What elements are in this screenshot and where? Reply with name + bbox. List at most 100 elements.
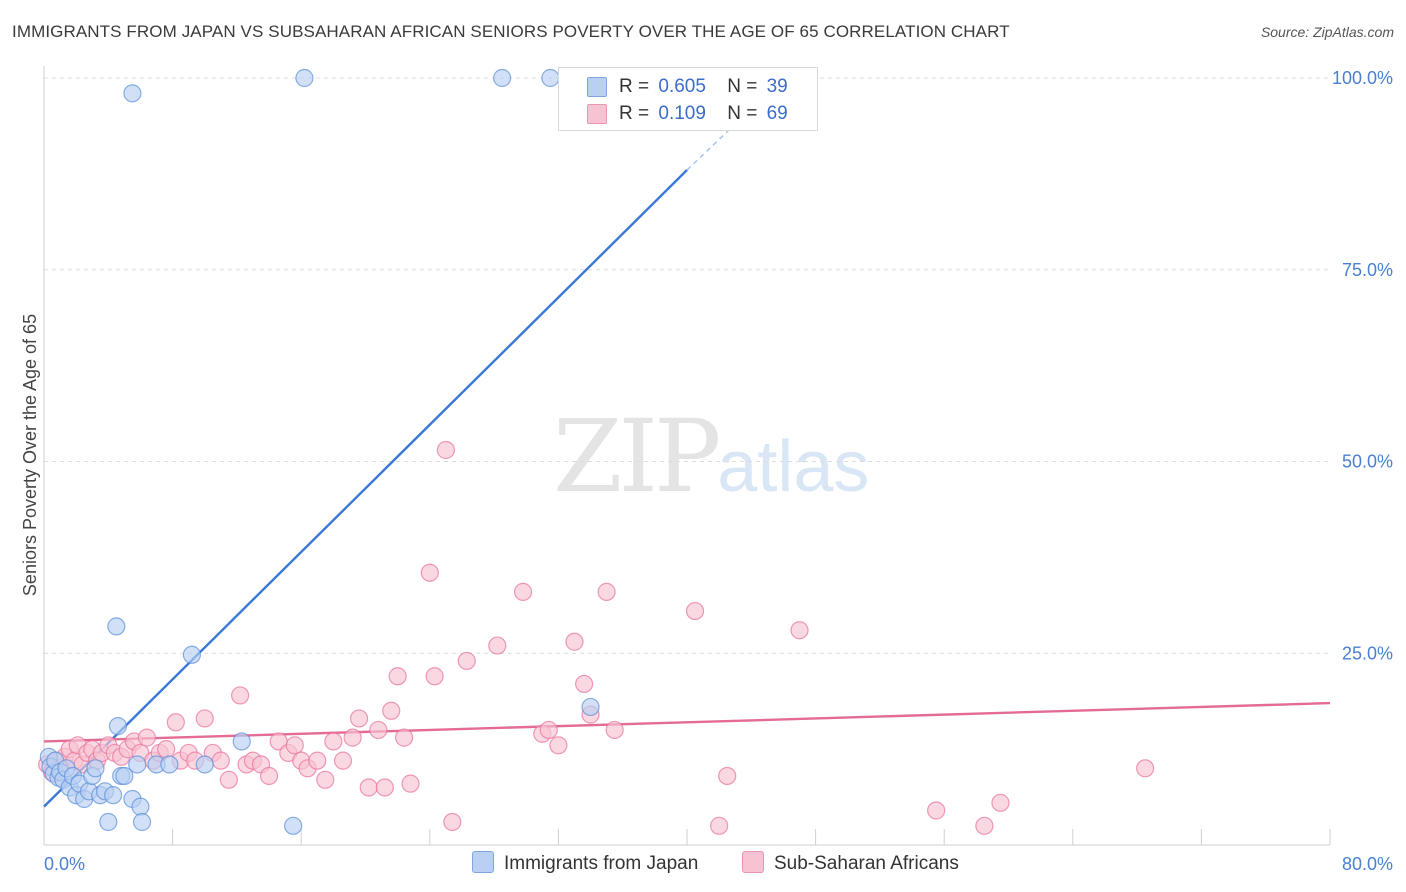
y-tick-label: 50.0% bbox=[1342, 452, 1393, 472]
point-sub-saharan bbox=[137, 728, 156, 747]
legend-r-value: 0.605 bbox=[658, 76, 706, 97]
point-japan bbox=[107, 617, 126, 636]
point-japan bbox=[581, 697, 600, 717]
watermark: ZIPatlas bbox=[553, 398, 869, 515]
point-japan bbox=[284, 816, 303, 835]
point-sub-saharan bbox=[259, 766, 279, 786]
point-japan bbox=[108, 717, 128, 736]
point-sub-saharan bbox=[539, 720, 558, 740]
legend-swatch-japan bbox=[587, 77, 607, 97]
point-sub-saharan bbox=[382, 701, 401, 720]
point-sub-saharan bbox=[575, 674, 594, 694]
point-japan bbox=[493, 68, 512, 88]
point-japan bbox=[128, 755, 147, 774]
legend-n-value: 69 bbox=[766, 103, 788, 124]
bottom-legend-swatch-japan bbox=[472, 851, 494, 873]
point-sub-saharan bbox=[343, 728, 362, 747]
chart-title: IMMIGRANTS FROM JAPAN VS SUBSAHARAN AFRI… bbox=[12, 22, 1010, 41]
point-sub-saharan bbox=[597, 582, 616, 601]
point-japan bbox=[232, 732, 251, 751]
data-points bbox=[38, 68, 1155, 835]
legend-r-label: R = bbox=[619, 103, 650, 124]
legend-n-value: 39 bbox=[766, 76, 788, 97]
legend-n-label: N = bbox=[727, 76, 758, 97]
y-tick-label: 25.0% bbox=[1342, 643, 1393, 663]
trendline-japan bbox=[43, 169, 688, 808]
point-japan bbox=[99, 812, 118, 832]
y-tick-label: 75.0% bbox=[1342, 260, 1393, 280]
point-sub-saharan bbox=[443, 812, 462, 832]
point-sub-saharan bbox=[710, 816, 729, 835]
bottom-legend-label-african: Sub-Saharan Africans bbox=[774, 853, 959, 874]
legend-r-label: R = bbox=[619, 76, 650, 97]
point-sub-saharan bbox=[488, 636, 507, 655]
point-japan bbox=[160, 755, 179, 774]
point-sub-saharan bbox=[565, 632, 584, 651]
point-sub-saharan bbox=[513, 582, 533, 601]
point-sub-saharan bbox=[718, 766, 737, 786]
axis-labels: 25.0% 50.0% 75.0% 100.0% 0.0% 80.0% Seniors Po… bbox=[20, 68, 1393, 874]
x-tick-label: 0.0% bbox=[44, 854, 85, 874]
point-sub-saharan bbox=[927, 801, 946, 820]
point-sub-saharan bbox=[991, 793, 1010, 812]
x-tick-label: 80.0% bbox=[1342, 854, 1393, 874]
point-japan bbox=[295, 68, 314, 88]
bottom-legend-swatch-african bbox=[742, 851, 764, 873]
point-sub-saharan bbox=[324, 732, 343, 751]
legend-n-label: N = bbox=[727, 103, 758, 124]
point-sub-saharan bbox=[394, 728, 414, 747]
correlation-legend: R = 0.605 N = 39 R = 0.109 N = 69 bbox=[558, 67, 818, 131]
point-sub-saharan bbox=[605, 720, 624, 740]
point-japan bbox=[123, 84, 142, 103]
watermark-atlas: atlas bbox=[717, 427, 870, 507]
trendline-sub-saharan bbox=[43, 701, 1331, 743]
point-sub-saharan bbox=[231, 686, 250, 705]
point-japan bbox=[541, 68, 560, 88]
source-credit: Source: ZipAtlas.com bbox=[1260, 24, 1394, 40]
point-sub-saharan bbox=[1136, 759, 1155, 778]
watermark-zip: ZIP bbox=[553, 398, 721, 515]
point-japan bbox=[86, 759, 105, 778]
y-axis-title: Seniors Poverty Over the Age of 65 bbox=[20, 314, 40, 596]
bottom-legend-japan: Immigrants from Japan bbox=[472, 851, 698, 875]
point-sub-saharan bbox=[285, 736, 304, 755]
point-sub-saharan bbox=[685, 601, 705, 621]
point-sub-saharan bbox=[425, 667, 444, 686]
point-sub-saharan bbox=[195, 709, 214, 728]
point-sub-saharan bbox=[219, 770, 238, 789]
legend-row-african: R = 0.109 N = 69 bbox=[619, 103, 788, 125]
legend-swatch-african bbox=[587, 104, 607, 124]
grid-lines bbox=[44, 77, 1330, 654]
point-sub-saharan bbox=[166, 713, 185, 732]
point-sub-saharan bbox=[420, 563, 439, 582]
y-tick-label: 100.0% bbox=[1332, 68, 1393, 88]
point-sub-saharan bbox=[401, 774, 420, 793]
point-sub-saharan bbox=[549, 736, 568, 755]
point-sub-saharan bbox=[369, 720, 388, 740]
point-japan bbox=[131, 797, 150, 816]
point-sub-saharan bbox=[388, 667, 407, 686]
point-sub-saharan bbox=[308, 751, 327, 770]
legend-r-value: 0.109 bbox=[658, 103, 706, 124]
bottom-legend-label-japan: Immigrants from Japan bbox=[504, 853, 699, 874]
point-sub-saharan bbox=[975, 816, 994, 835]
point-japan bbox=[182, 645, 201, 664]
point-sub-saharan bbox=[457, 651, 476, 671]
point-sub-saharan bbox=[333, 751, 353, 770]
point-sub-saharan bbox=[157, 740, 176, 759]
point-sub-saharan bbox=[349, 709, 369, 728]
point-sub-saharan bbox=[211, 751, 230, 770]
point-japan bbox=[115, 766, 134, 786]
point-sub-saharan bbox=[316, 770, 335, 789]
legend-row-japan: R = 0.605 N = 39 bbox=[619, 76, 788, 98]
point-sub-saharan bbox=[436, 440, 455, 460]
point-japan bbox=[132, 812, 152, 832]
point-japan bbox=[104, 786, 123, 805]
point-japan bbox=[195, 755, 214, 774]
axes bbox=[43, 66, 1331, 846]
bottom-legend-african: Sub-Saharan Africans bbox=[742, 851, 959, 875]
point-sub-saharan bbox=[375, 778, 394, 797]
point-sub-saharan bbox=[790, 621, 809, 640]
point-sub-saharan bbox=[359, 778, 378, 797]
